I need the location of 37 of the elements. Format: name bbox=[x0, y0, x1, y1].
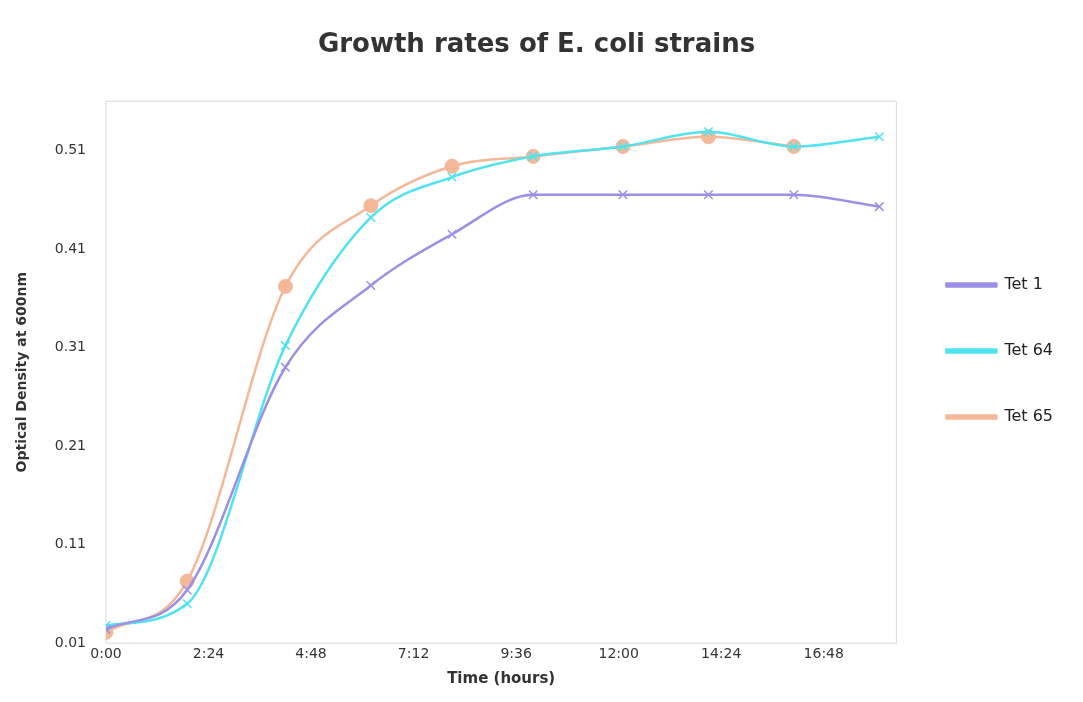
point bbox=[280, 340, 291, 351]
y-tick-label: 0.11 bbox=[54, 535, 86, 552]
legend-label: Tet 65 bbox=[1003, 406, 1054, 426]
x-tick-label: 12:00 bbox=[598, 645, 639, 662]
point bbox=[528, 189, 539, 200]
x-tick-label: 0:00 bbox=[90, 645, 122, 662]
point bbox=[788, 189, 799, 200]
point bbox=[365, 280, 376, 291]
point bbox=[277, 278, 293, 294]
x-tick-label: 14:24 bbox=[701, 645, 742, 662]
point bbox=[182, 584, 193, 595]
y-tick-label: 0.41 bbox=[54, 239, 86, 256]
legend-label: Tet 64 bbox=[1003, 340, 1054, 360]
x-axis-title: Time (hours) bbox=[447, 668, 556, 687]
y-tick-label: 0.51 bbox=[54, 141, 86, 158]
point bbox=[703, 189, 714, 200]
x-tick-label: 2:24 bbox=[192, 645, 225, 662]
y-tick-label: 0.31 bbox=[54, 338, 86, 355]
chart-title: Growth rates of E. coli strains bbox=[317, 28, 756, 59]
y-axis-title: Optical Density at 600nm bbox=[13, 271, 30, 473]
point bbox=[617, 189, 628, 200]
point bbox=[444, 158, 460, 174]
point bbox=[447, 172, 458, 183]
x-tick-label: 4:48 bbox=[295, 645, 327, 662]
point bbox=[363, 198, 379, 214]
point bbox=[182, 598, 193, 609]
y-tick-label: 0.21 bbox=[54, 436, 86, 453]
point bbox=[447, 229, 458, 240]
point bbox=[365, 212, 376, 223]
point bbox=[280, 362, 291, 373]
point bbox=[874, 201, 885, 212]
point bbox=[874, 131, 885, 142]
x-tick-label: 9:36 bbox=[500, 645, 532, 662]
y-tick-label: 0.01 bbox=[54, 633, 86, 650]
x-tick-label: 7:12 bbox=[397, 645, 430, 662]
x-tick-label: 16:48 bbox=[803, 645, 844, 662]
legend-label: Tet 1 bbox=[1003, 274, 1043, 294]
